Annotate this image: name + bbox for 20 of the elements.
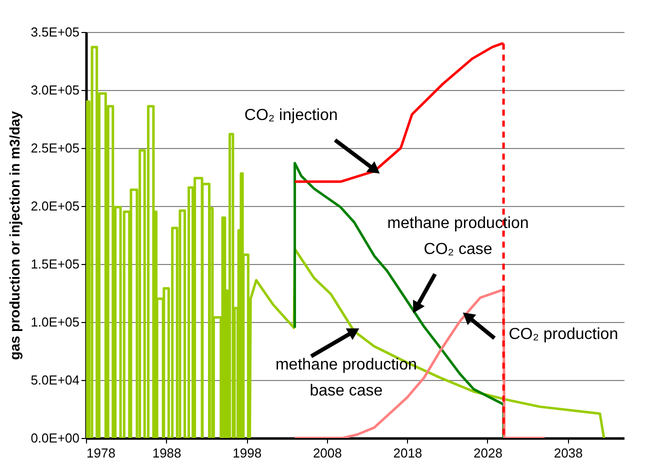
x-tick-label: 1978	[86, 446, 116, 460]
annotation: CO₂ injection	[244, 107, 338, 124]
x-tick-label: 2008	[312, 446, 342, 460]
annotation: methane production CO₂ case	[387, 215, 529, 258]
x-tick-label: 2028	[474, 446, 502, 460]
x-tick-label: 1998	[232, 446, 262, 460]
y-tick-label: 3.5E+05	[30, 24, 80, 40]
x-tick-label: 2018	[393, 446, 422, 460]
y-tick-label: 2.0E+05	[30, 198, 80, 214]
y-tick-label: 0.0E+00	[30, 430, 80, 446]
x-tick-label: 2038	[554, 446, 583, 460]
y-tick-label: 5.0E+04	[30, 372, 80, 388]
y-tick-label: 3.0E+05	[30, 82, 80, 98]
y-axis-title: gas production or injection in m3/day	[6, 110, 23, 360]
annotation: methane production base case	[275, 356, 417, 400]
x-tick-label: 1988	[152, 446, 182, 460]
y-tick-label: 1.0E+05	[30, 314, 80, 330]
annotation: CO₂ production	[508, 326, 618, 344]
y-tick-label: 1.5E+05	[30, 256, 80, 272]
y-tick-label: 2.5E+05	[30, 140, 80, 156]
